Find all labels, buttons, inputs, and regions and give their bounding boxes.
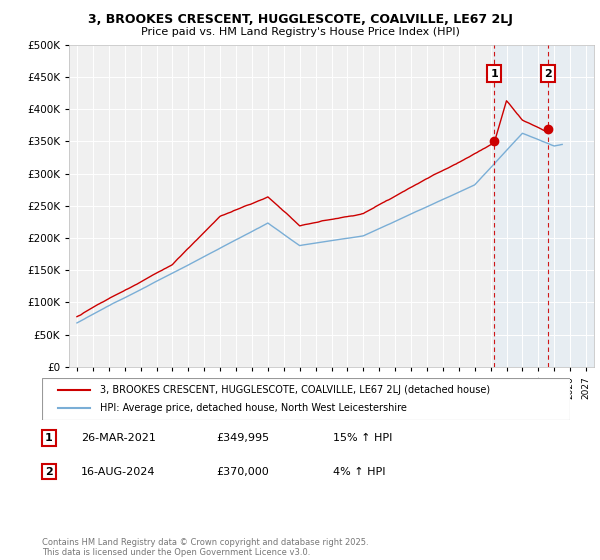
Text: 4% ↑ HPI: 4% ↑ HPI [333, 466, 386, 477]
Text: 1: 1 [490, 69, 498, 79]
Text: 3, BROOKES CRESCENT, HUGGLESCOTE, COALVILLE, LE67 2LJ (detached house): 3, BROOKES CRESCENT, HUGGLESCOTE, COALVI… [100, 385, 490, 395]
Text: £370,000: £370,000 [216, 466, 269, 477]
Text: Contains HM Land Registry data © Crown copyright and database right 2025.
This d: Contains HM Land Registry data © Crown c… [42, 538, 368, 557]
Text: 3, BROOKES CRESCENT, HUGGLESCOTE, COALVILLE, LE67 2LJ: 3, BROOKES CRESCENT, HUGGLESCOTE, COALVI… [88, 13, 512, 26]
Bar [494, 45, 594, 367]
Text: Price paid vs. HM Land Registry's House Price Index (HPI): Price paid vs. HM Land Registry's House … [140, 27, 460, 37]
Text: 2: 2 [544, 69, 552, 79]
Text: HPI: Average price, detached house, North West Leicestershire: HPI: Average price, detached house, Nort… [100, 403, 407, 413]
Text: 2: 2 [45, 466, 53, 477]
Text: 16-AUG-2024: 16-AUG-2024 [81, 466, 155, 477]
Text: 1: 1 [45, 433, 53, 443]
Text: 26-MAR-2021: 26-MAR-2021 [81, 433, 156, 443]
Text: 15% ↑ HPI: 15% ↑ HPI [333, 433, 392, 443]
Text: £349,995: £349,995 [216, 433, 269, 443]
